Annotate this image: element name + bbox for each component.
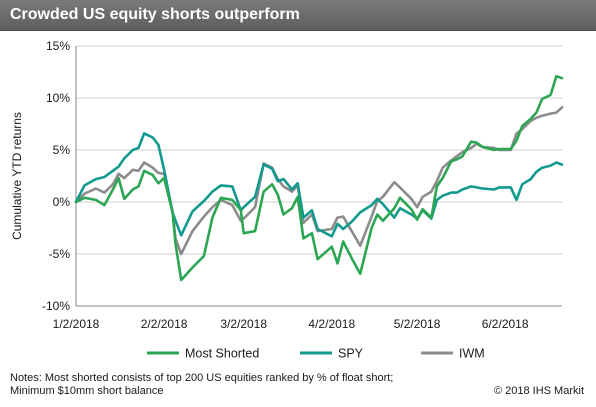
legend-label: IWM: [459, 347, 485, 361]
series-lines: [74, 74, 564, 282]
x-tick-labels: 1/2/2018 2/2/2018 3/2/2018 4/2/2018 5/2/2018…: [53, 317, 529, 331]
series-line-spy: [74, 132, 564, 238]
copyright-text: © 2018 IHS Markit: [493, 385, 584, 397]
y-tick-label: 0%: [53, 195, 71, 209]
x-tick-label: 6/2/2018: [482, 317, 529, 331]
y-tick-labels: -10% -5% 0% 5% 10% 15%: [42, 39, 70, 313]
header-bar: Crowded US equity shorts outperform: [0, 0, 596, 31]
y-tick-label: -10%: [42, 299, 70, 313]
x-tick-label: 3/2/2018: [220, 317, 267, 331]
gridlines: [76, 45, 562, 255]
legend-label: SPY: [338, 347, 364, 361]
y-axis-label: Cumulative YTD returns: [10, 112, 24, 240]
series-line-iwm: [74, 106, 564, 256]
x-tick-label: 2/2/2018: [141, 317, 188, 331]
y-tick-label: 5%: [53, 143, 71, 157]
y-tick-label: -5%: [49, 247, 71, 261]
y-tick-label: 10%: [46, 91, 70, 105]
x-tick-label: 1/2/2018: [53, 317, 100, 331]
chart-title: Crowded US equity shorts outperform: [10, 6, 300, 23]
legend-label: Most Shorted: [185, 347, 259, 361]
chart-notes: Notes: Most shorted consists of top 200 …: [10, 372, 394, 397]
y-tick-label: 15%: [46, 39, 70, 53]
series-line-most-shorted: [74, 74, 564, 282]
x-tick-label: 5/2/2018: [394, 317, 441, 331]
x-tick-label: 4/2/2018: [308, 317, 355, 331]
legend: Most Shorted SPY IWM: [147, 347, 485, 361]
